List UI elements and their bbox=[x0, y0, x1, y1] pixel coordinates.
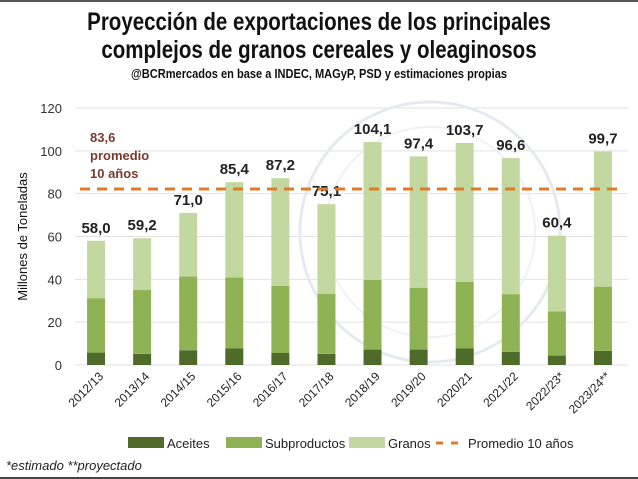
bar-granos bbox=[271, 178, 290, 286]
bar-granos bbox=[133, 238, 152, 291]
total-label: 104,1 bbox=[354, 121, 392, 138]
bar-aceites bbox=[409, 349, 428, 365]
average-annotation: promedio bbox=[90, 148, 149, 163]
legend-label: Aceites bbox=[167, 436, 210, 451]
y-axis-label: Millones de Toneladas bbox=[15, 172, 30, 301]
total-label: 60,4 bbox=[542, 215, 572, 232]
y-tick-label: 40 bbox=[48, 272, 62, 287]
legend-label: Subproductos bbox=[265, 436, 346, 451]
total-label: 85,4 bbox=[220, 161, 250, 178]
x-tick-label: 2019/20 bbox=[388, 369, 429, 410]
x-tick-label: 2022/23* bbox=[523, 369, 567, 413]
bar-aceites bbox=[271, 353, 290, 365]
legend-label: Promedio 10 años bbox=[468, 436, 574, 451]
bar-granos bbox=[409, 156, 428, 288]
bar-granos bbox=[593, 151, 612, 287]
x-tick-label: 2014/15 bbox=[158, 369, 199, 410]
legend-swatch-aceites bbox=[128, 437, 164, 448]
chart-title-line-2: complejos de granos cereales y oleaginos… bbox=[101, 36, 537, 64]
x-tick-label: 2018/19 bbox=[342, 369, 383, 410]
bar-aceites bbox=[87, 352, 106, 365]
x-tick-label: 2013/14 bbox=[112, 369, 153, 410]
bar-granos bbox=[455, 142, 474, 282]
bar-subproductos bbox=[547, 311, 566, 356]
bar-granos bbox=[179, 212, 198, 277]
bar-aceites bbox=[317, 353, 336, 365]
total-label: 99,7 bbox=[588, 130, 617, 147]
x-tick-label: 2020/21 bbox=[434, 369, 475, 410]
x-tick-label: 2015/16 bbox=[204, 369, 245, 410]
bar-granos bbox=[225, 182, 244, 278]
bar-aceites bbox=[455, 348, 474, 365]
total-label: 71,0 bbox=[174, 192, 203, 209]
bar-aceites bbox=[225, 348, 244, 365]
bar-subproductos bbox=[179, 276, 198, 351]
watermark-seal bbox=[298, 100, 562, 364]
bar-subproductos bbox=[455, 281, 474, 349]
bar-subproductos bbox=[501, 294, 520, 352]
total-label: 97,4 bbox=[404, 135, 434, 152]
y-tick-label: 0 bbox=[55, 358, 62, 373]
total-label: 59,2 bbox=[128, 217, 157, 234]
total-label: 103,7 bbox=[446, 122, 484, 139]
bar-granos bbox=[363, 142, 382, 280]
bar-aceites bbox=[133, 353, 152, 365]
bar-subproductos bbox=[363, 279, 382, 350]
x-tick-label: 2012/13 bbox=[66, 369, 107, 410]
bar-subproductos bbox=[133, 290, 152, 354]
y-tick-label: 120 bbox=[40, 101, 62, 116]
bar-subproductos bbox=[317, 293, 336, 354]
average-annotation: 10 años bbox=[90, 166, 138, 181]
bar-subproductos bbox=[225, 277, 244, 349]
total-label: 96,6 bbox=[496, 137, 525, 154]
bar-aceites bbox=[501, 351, 520, 365]
bar-granos bbox=[317, 204, 336, 294]
legend-label: Granos bbox=[388, 436, 431, 451]
bar-granos bbox=[501, 158, 520, 295]
x-tick-label: 2017/18 bbox=[296, 369, 337, 410]
y-tick-label: 80 bbox=[48, 187, 62, 202]
total-label: 58,0 bbox=[81, 220, 110, 237]
total-label: 87,2 bbox=[266, 157, 295, 174]
chart-title-line-1: Proyección de exportaciones de los princ… bbox=[87, 8, 551, 36]
bar-aceites bbox=[593, 350, 612, 365]
bar-subproductos bbox=[87, 298, 106, 353]
total-label: 75,1 bbox=[312, 183, 341, 200]
bar-granos bbox=[547, 235, 566, 312]
bar-subproductos bbox=[593, 286, 612, 351]
bar-aceites bbox=[179, 350, 198, 365]
bar-subproductos bbox=[271, 285, 290, 354]
legend-swatch-granos bbox=[349, 437, 385, 448]
bar-aceites bbox=[547, 355, 566, 365]
x-tick-label: 2021/22 bbox=[480, 369, 521, 410]
y-tick-label: 20 bbox=[48, 315, 62, 330]
y-tick-label: 60 bbox=[48, 230, 62, 245]
bar-subproductos bbox=[409, 287, 428, 350]
bar-aceites bbox=[363, 349, 382, 365]
bar-granos bbox=[87, 240, 106, 299]
average-annotation: 83,6 bbox=[90, 130, 115, 145]
x-tick-label: 2023/24** bbox=[566, 369, 613, 416]
y-tick-label: 100 bbox=[40, 144, 62, 159]
x-tick-label: 2016/17 bbox=[250, 369, 291, 410]
footnote: *estimado **proyectado bbox=[6, 458, 142, 473]
legend-swatch-subproductos bbox=[226, 437, 262, 448]
chart-subtitle: @BCRmercados en base a INDEC, MAGyP, PSD… bbox=[131, 66, 507, 81]
